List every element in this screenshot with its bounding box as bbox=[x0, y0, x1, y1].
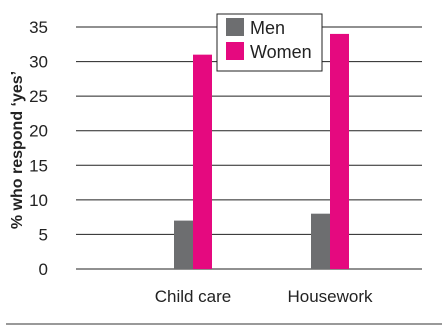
legend-swatch-men bbox=[226, 18, 244, 36]
bars bbox=[174, 33, 349, 270]
legend-swatch-women bbox=[226, 42, 244, 60]
bar-men-housework bbox=[311, 213, 330, 269]
y-tick-label: 15 bbox=[29, 156, 48, 175]
bar-women-child-care bbox=[193, 54, 212, 270]
gridlines bbox=[76, 26, 422, 270]
x-tick-label: Housework bbox=[287, 287, 373, 306]
y-tick-label: 10 bbox=[29, 191, 48, 210]
y-tick-label: 25 bbox=[29, 87, 48, 106]
x-tick-labels: Child care Housework bbox=[155, 287, 373, 306]
legend-label-women: Women bbox=[250, 42, 312, 62]
y-tick-label: 20 bbox=[29, 122, 48, 141]
y-tick-label: 35 bbox=[29, 18, 48, 37]
bar-women-housework bbox=[330, 33, 349, 269]
bar-men-child-care bbox=[174, 220, 193, 269]
y-axis-label: % who respond ‘yes’ bbox=[9, 71, 26, 229]
y-tick-labels: 0 5 10 15 20 25 30 35 bbox=[29, 18, 48, 279]
legend-label-men: Men bbox=[250, 18, 285, 38]
y-tick-label: 30 bbox=[29, 53, 48, 72]
legend: Men Women bbox=[216, 13, 323, 72]
y-tick-label: 5 bbox=[39, 225, 48, 244]
y-tick-label: 0 bbox=[39, 260, 48, 279]
x-tick-label: Child care bbox=[155, 287, 232, 306]
